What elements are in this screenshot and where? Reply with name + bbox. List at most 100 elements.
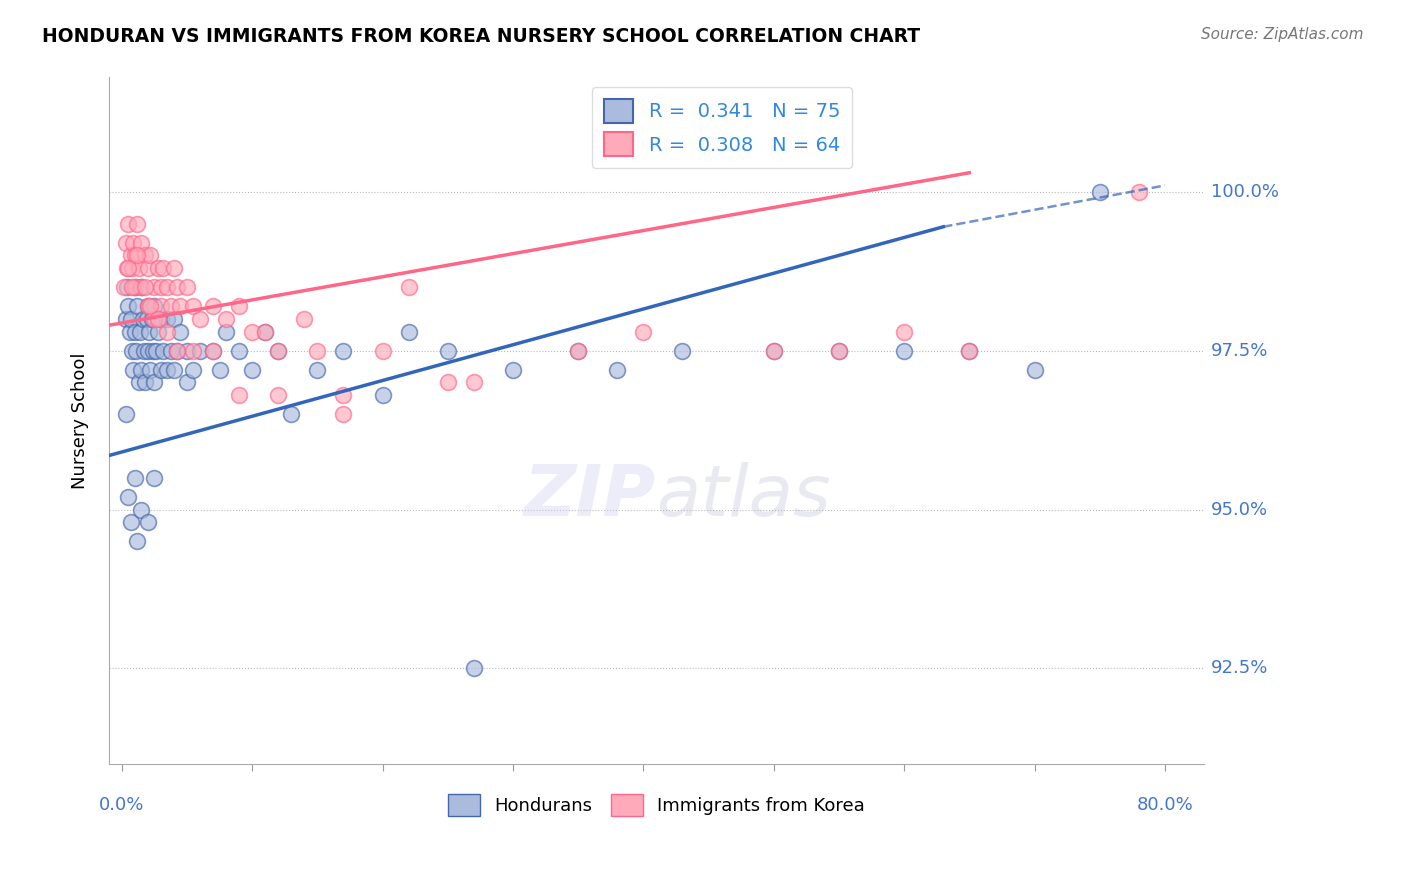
Point — [202, 343, 225, 358]
Text: 0.0%: 0.0% — [98, 796, 145, 814]
Point — [131, 312, 153, 326]
Point — [117, 261, 139, 276]
Point — [125, 343, 148, 358]
Point — [136, 299, 159, 313]
Point — [134, 248, 156, 262]
Point — [215, 312, 238, 326]
Point — [188, 312, 211, 326]
Point — [169, 299, 191, 313]
Point — [463, 376, 485, 390]
Point — [169, 325, 191, 339]
Point — [215, 325, 238, 339]
Point — [436, 343, 458, 358]
Point — [240, 363, 263, 377]
Point — [166, 343, 188, 358]
Point — [176, 343, 198, 358]
Point — [117, 490, 139, 504]
Point — [567, 343, 589, 358]
Point — [166, 343, 188, 358]
Point — [129, 363, 152, 377]
Point — [893, 325, 915, 339]
Point — [633, 325, 655, 339]
Point — [135, 312, 157, 326]
Legend: Hondurans, Immigrants from Korea: Hondurans, Immigrants from Korea — [440, 787, 873, 823]
Point — [134, 280, 156, 294]
Point — [122, 363, 145, 377]
Point — [136, 516, 159, 530]
Point — [112, 280, 135, 294]
Point — [240, 325, 263, 339]
Point — [502, 363, 524, 377]
Text: 95.0%: 95.0% — [1211, 500, 1268, 518]
Point — [149, 312, 172, 326]
Point — [139, 248, 162, 262]
Point — [134, 376, 156, 390]
Point — [160, 343, 183, 358]
Text: 92.5%: 92.5% — [1211, 659, 1268, 678]
Point — [332, 343, 354, 358]
Point — [202, 343, 225, 358]
Point — [292, 312, 315, 326]
Point — [121, 343, 143, 358]
Point — [115, 280, 138, 294]
Point — [127, 217, 149, 231]
Point — [124, 471, 146, 485]
Point — [132, 343, 155, 358]
Point — [129, 235, 152, 250]
Point — [762, 343, 785, 358]
Point — [117, 217, 139, 231]
Point — [148, 261, 170, 276]
Point — [267, 343, 290, 358]
Point — [156, 363, 179, 377]
Point — [1024, 363, 1046, 377]
Point — [1128, 185, 1150, 199]
Point — [606, 363, 628, 377]
Point — [145, 343, 167, 358]
Point — [149, 280, 172, 294]
Point — [254, 325, 277, 339]
Point — [124, 325, 146, 339]
Point — [143, 299, 166, 313]
Point — [828, 343, 851, 358]
Point — [121, 261, 143, 276]
Point — [163, 312, 186, 326]
Point — [120, 248, 142, 262]
Point — [138, 325, 160, 339]
Point — [136, 343, 159, 358]
Point — [143, 312, 166, 326]
Point — [267, 388, 290, 402]
Point — [127, 299, 149, 313]
Point — [114, 407, 136, 421]
Point — [127, 534, 149, 549]
Point — [149, 299, 172, 313]
Point — [142, 343, 165, 358]
Point — [143, 280, 166, 294]
Point — [124, 280, 146, 294]
Point — [228, 388, 250, 402]
Point — [254, 325, 277, 339]
Text: Nursery School: Nursery School — [72, 352, 89, 489]
Point — [160, 299, 183, 313]
Point — [129, 325, 152, 339]
Point — [893, 343, 915, 358]
Point — [128, 261, 150, 276]
Point — [148, 312, 170, 326]
Point — [124, 248, 146, 262]
Point — [463, 661, 485, 675]
Point — [152, 343, 174, 358]
Point — [143, 471, 166, 485]
Point — [143, 376, 166, 390]
Point — [762, 343, 785, 358]
Point — [957, 343, 980, 358]
Point — [129, 280, 152, 294]
Point — [149, 363, 172, 377]
Point — [136, 261, 159, 276]
Point — [183, 363, 205, 377]
Point — [183, 299, 205, 313]
Point — [136, 299, 159, 313]
Point — [228, 343, 250, 358]
Point — [671, 343, 693, 358]
Point — [202, 299, 225, 313]
Point — [156, 325, 179, 339]
Point — [828, 343, 851, 358]
